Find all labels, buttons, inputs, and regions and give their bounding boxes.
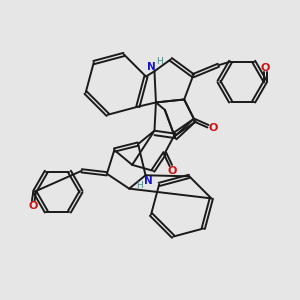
Text: H: H xyxy=(156,57,163,66)
Text: O: O xyxy=(168,166,177,176)
Text: O: O xyxy=(28,201,38,211)
Text: N: N xyxy=(144,176,153,186)
Text: H: H xyxy=(136,181,142,190)
Text: O: O xyxy=(261,63,270,73)
Text: N: N xyxy=(146,62,155,72)
Text: O: O xyxy=(208,123,218,133)
